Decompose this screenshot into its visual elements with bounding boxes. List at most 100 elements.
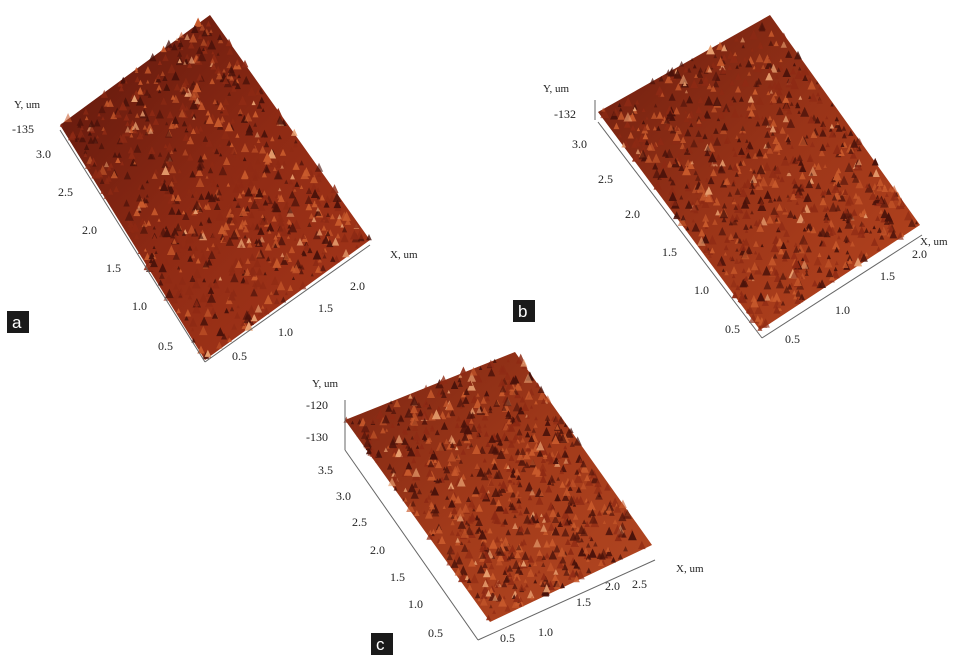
surface-peak <box>540 398 547 405</box>
panel-badge-c-bg <box>371 633 393 655</box>
surface-peak <box>853 257 863 267</box>
surface-peak <box>834 116 839 122</box>
surface-peak <box>485 467 493 475</box>
surface-peak <box>472 486 480 495</box>
surface-peak <box>541 555 546 561</box>
surface-peak <box>687 182 691 186</box>
surface-peak <box>251 144 259 153</box>
surface-peak <box>504 574 511 582</box>
surface-peak <box>852 174 860 183</box>
surface-peak <box>732 179 736 184</box>
surface-peak <box>481 406 488 414</box>
surface-peak <box>476 564 486 574</box>
surface-peak <box>230 215 238 224</box>
surface-peak <box>483 553 493 563</box>
surface-peak <box>777 220 787 231</box>
surface-peak <box>575 569 585 580</box>
surface-peak <box>314 162 324 172</box>
x-tick-c-0: 0.5 <box>500 631 515 645</box>
surface-peak <box>221 332 228 340</box>
surface-peak <box>825 115 829 120</box>
surface-peak <box>775 141 783 150</box>
surface-peak <box>820 190 826 196</box>
surface-peak <box>178 243 183 249</box>
surface-peak <box>542 453 548 460</box>
y-axis-label-b: Y, um <box>543 83 570 95</box>
surface-peak <box>308 212 315 219</box>
surface-peak <box>353 221 360 228</box>
surface-peak <box>752 169 757 174</box>
surface-peak <box>692 64 697 69</box>
surface-peak <box>282 160 287 166</box>
surface-peak <box>663 116 671 124</box>
surface-peak <box>613 504 622 513</box>
surface-peak <box>216 197 221 202</box>
surface-peak <box>630 124 636 131</box>
surface-peak <box>477 597 481 602</box>
surface-peak <box>828 230 834 237</box>
surface-peak <box>369 448 378 457</box>
surface-peak <box>179 268 183 273</box>
surface-peak <box>708 152 717 163</box>
surface-peak <box>365 447 373 455</box>
panel-a: Y, um -135 3.0 2.5 2.0 1.5 1.0 0.5 0.5 1… <box>7 15 418 363</box>
surface-peak <box>210 177 215 183</box>
surface-peak <box>533 423 538 428</box>
surface-peak <box>449 529 455 536</box>
surface-peak <box>83 149 88 154</box>
surface-peak <box>738 96 744 102</box>
surface-peak <box>681 146 688 153</box>
surface-peak <box>576 486 582 493</box>
surface-peak <box>216 341 223 349</box>
surface-peak <box>341 226 348 233</box>
surface-peak <box>741 250 750 260</box>
surface-peak <box>285 200 289 205</box>
surface-peak <box>780 156 790 166</box>
surface-peak <box>703 110 711 119</box>
surface-peak <box>242 225 249 233</box>
surface-peak <box>277 194 285 203</box>
surface-peak <box>839 175 849 185</box>
surface-peak <box>880 217 885 223</box>
y-tick-c-5: 1.0 <box>408 597 423 611</box>
surface-peak <box>791 177 798 185</box>
surface-peak <box>211 243 216 248</box>
surface-peak <box>184 309 192 317</box>
surface-peak <box>535 518 540 524</box>
surface-peak <box>484 411 489 416</box>
surface-peak <box>335 232 341 239</box>
surface-peak <box>540 581 546 588</box>
y-tick-c-1: 3.0 <box>336 489 351 503</box>
surface-peak <box>851 208 858 216</box>
surface-peak <box>796 154 803 162</box>
surface-peak <box>63 113 73 123</box>
surface-peak <box>242 157 247 162</box>
surface-peak <box>430 486 440 496</box>
surface-peak <box>496 546 505 556</box>
surface-peak <box>567 518 573 524</box>
surface-peak <box>684 128 692 137</box>
surface-peak <box>845 250 850 255</box>
surface-peak <box>255 250 263 258</box>
surface-peak <box>193 299 200 307</box>
surface-peak <box>782 102 791 111</box>
surface-peak <box>133 208 141 217</box>
surface-peak <box>741 78 750 87</box>
surface-peak <box>191 113 197 119</box>
surface-peak <box>480 396 487 404</box>
surface-peak <box>224 307 230 314</box>
surface-peak <box>132 127 139 134</box>
surface-peak <box>742 239 746 243</box>
surface-peak <box>498 388 506 397</box>
surface-peak <box>843 235 850 242</box>
surface-peak <box>533 561 538 567</box>
surface-peak <box>855 179 864 189</box>
surface-peak <box>407 483 417 493</box>
surface-peak <box>133 233 140 240</box>
surface-peak <box>280 296 287 303</box>
surface-peak <box>263 307 270 315</box>
surface-peak <box>393 399 401 408</box>
surface-peak <box>174 222 182 232</box>
surface-peak <box>498 597 507 607</box>
